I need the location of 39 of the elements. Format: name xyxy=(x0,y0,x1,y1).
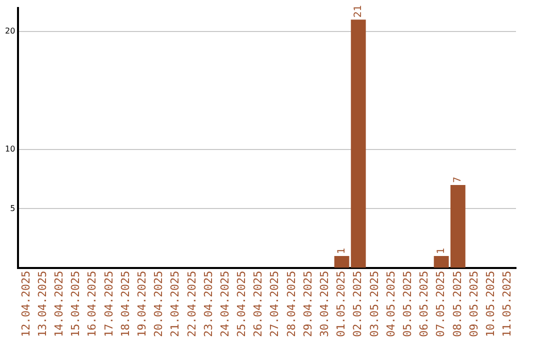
x-tick-label: 11.05.2025 xyxy=(500,270,514,338)
x-tick-label: 13.04.2025 xyxy=(36,270,49,338)
x-tick-label: 24.04.2025 xyxy=(218,270,232,338)
x-tick-label: 22.04.2025 xyxy=(185,270,198,338)
x-tick-label: 04.05.2025 xyxy=(384,270,398,338)
x-tick-label: 05.05.2025 xyxy=(401,270,414,338)
data-label: 1 xyxy=(436,248,447,254)
x-tick-label: 16.04.2025 xyxy=(86,270,99,338)
y-tick-label: 20 xyxy=(4,26,16,36)
x-tick-label: 07.05.2025 xyxy=(434,270,448,338)
x-tick-label: 27.04.2025 xyxy=(268,270,282,338)
x-tick-label: 15.04.2025 xyxy=(69,270,82,338)
x-tick-label: 09.05.2025 xyxy=(467,270,480,338)
y-tick-label: 10 xyxy=(4,144,16,154)
x-tick-label: 18.04.2025 xyxy=(118,270,132,338)
x-tick-label: 29.04.2025 xyxy=(301,270,314,338)
x-tick-label: 21.04.2025 xyxy=(168,270,182,338)
x-tick-label: 03.05.2025 xyxy=(368,270,381,338)
x-tick-label: 20.04.2025 xyxy=(152,270,166,338)
x-tick-label: 23.04.2025 xyxy=(202,270,215,338)
x-tick-label: 08.05.2025 xyxy=(450,270,464,338)
data-label: 7 xyxy=(452,176,464,184)
data-label: 1 xyxy=(336,248,348,254)
x-tick-label: 28.04.2025 xyxy=(284,270,298,338)
x-tick-label: 06.05.2025 xyxy=(418,270,431,338)
x-tick-label: 01.05.2025 xyxy=(334,270,348,338)
x-tick-label: 17.04.2025 xyxy=(102,270,116,338)
y-tick-label: 5 xyxy=(10,204,16,213)
bar xyxy=(350,20,366,268)
bar xyxy=(334,256,350,268)
x-tick-label: 12.04.2025 xyxy=(19,270,32,338)
data-label: 21 xyxy=(352,4,364,18)
x-tick-label: 14.04.2025 xyxy=(52,270,66,338)
x-tick-label: 02.05.2025 xyxy=(351,270,364,338)
x-tick-label: 30.04.2025 xyxy=(318,270,332,338)
x-tick-label: 19.04.2025 xyxy=(135,270,148,338)
x-tick-label: 10.05.2025 xyxy=(484,270,497,338)
x-tick-label: 26.04.2025 xyxy=(252,270,265,338)
x-tick-label: 25.04.2025 xyxy=(235,270,248,338)
